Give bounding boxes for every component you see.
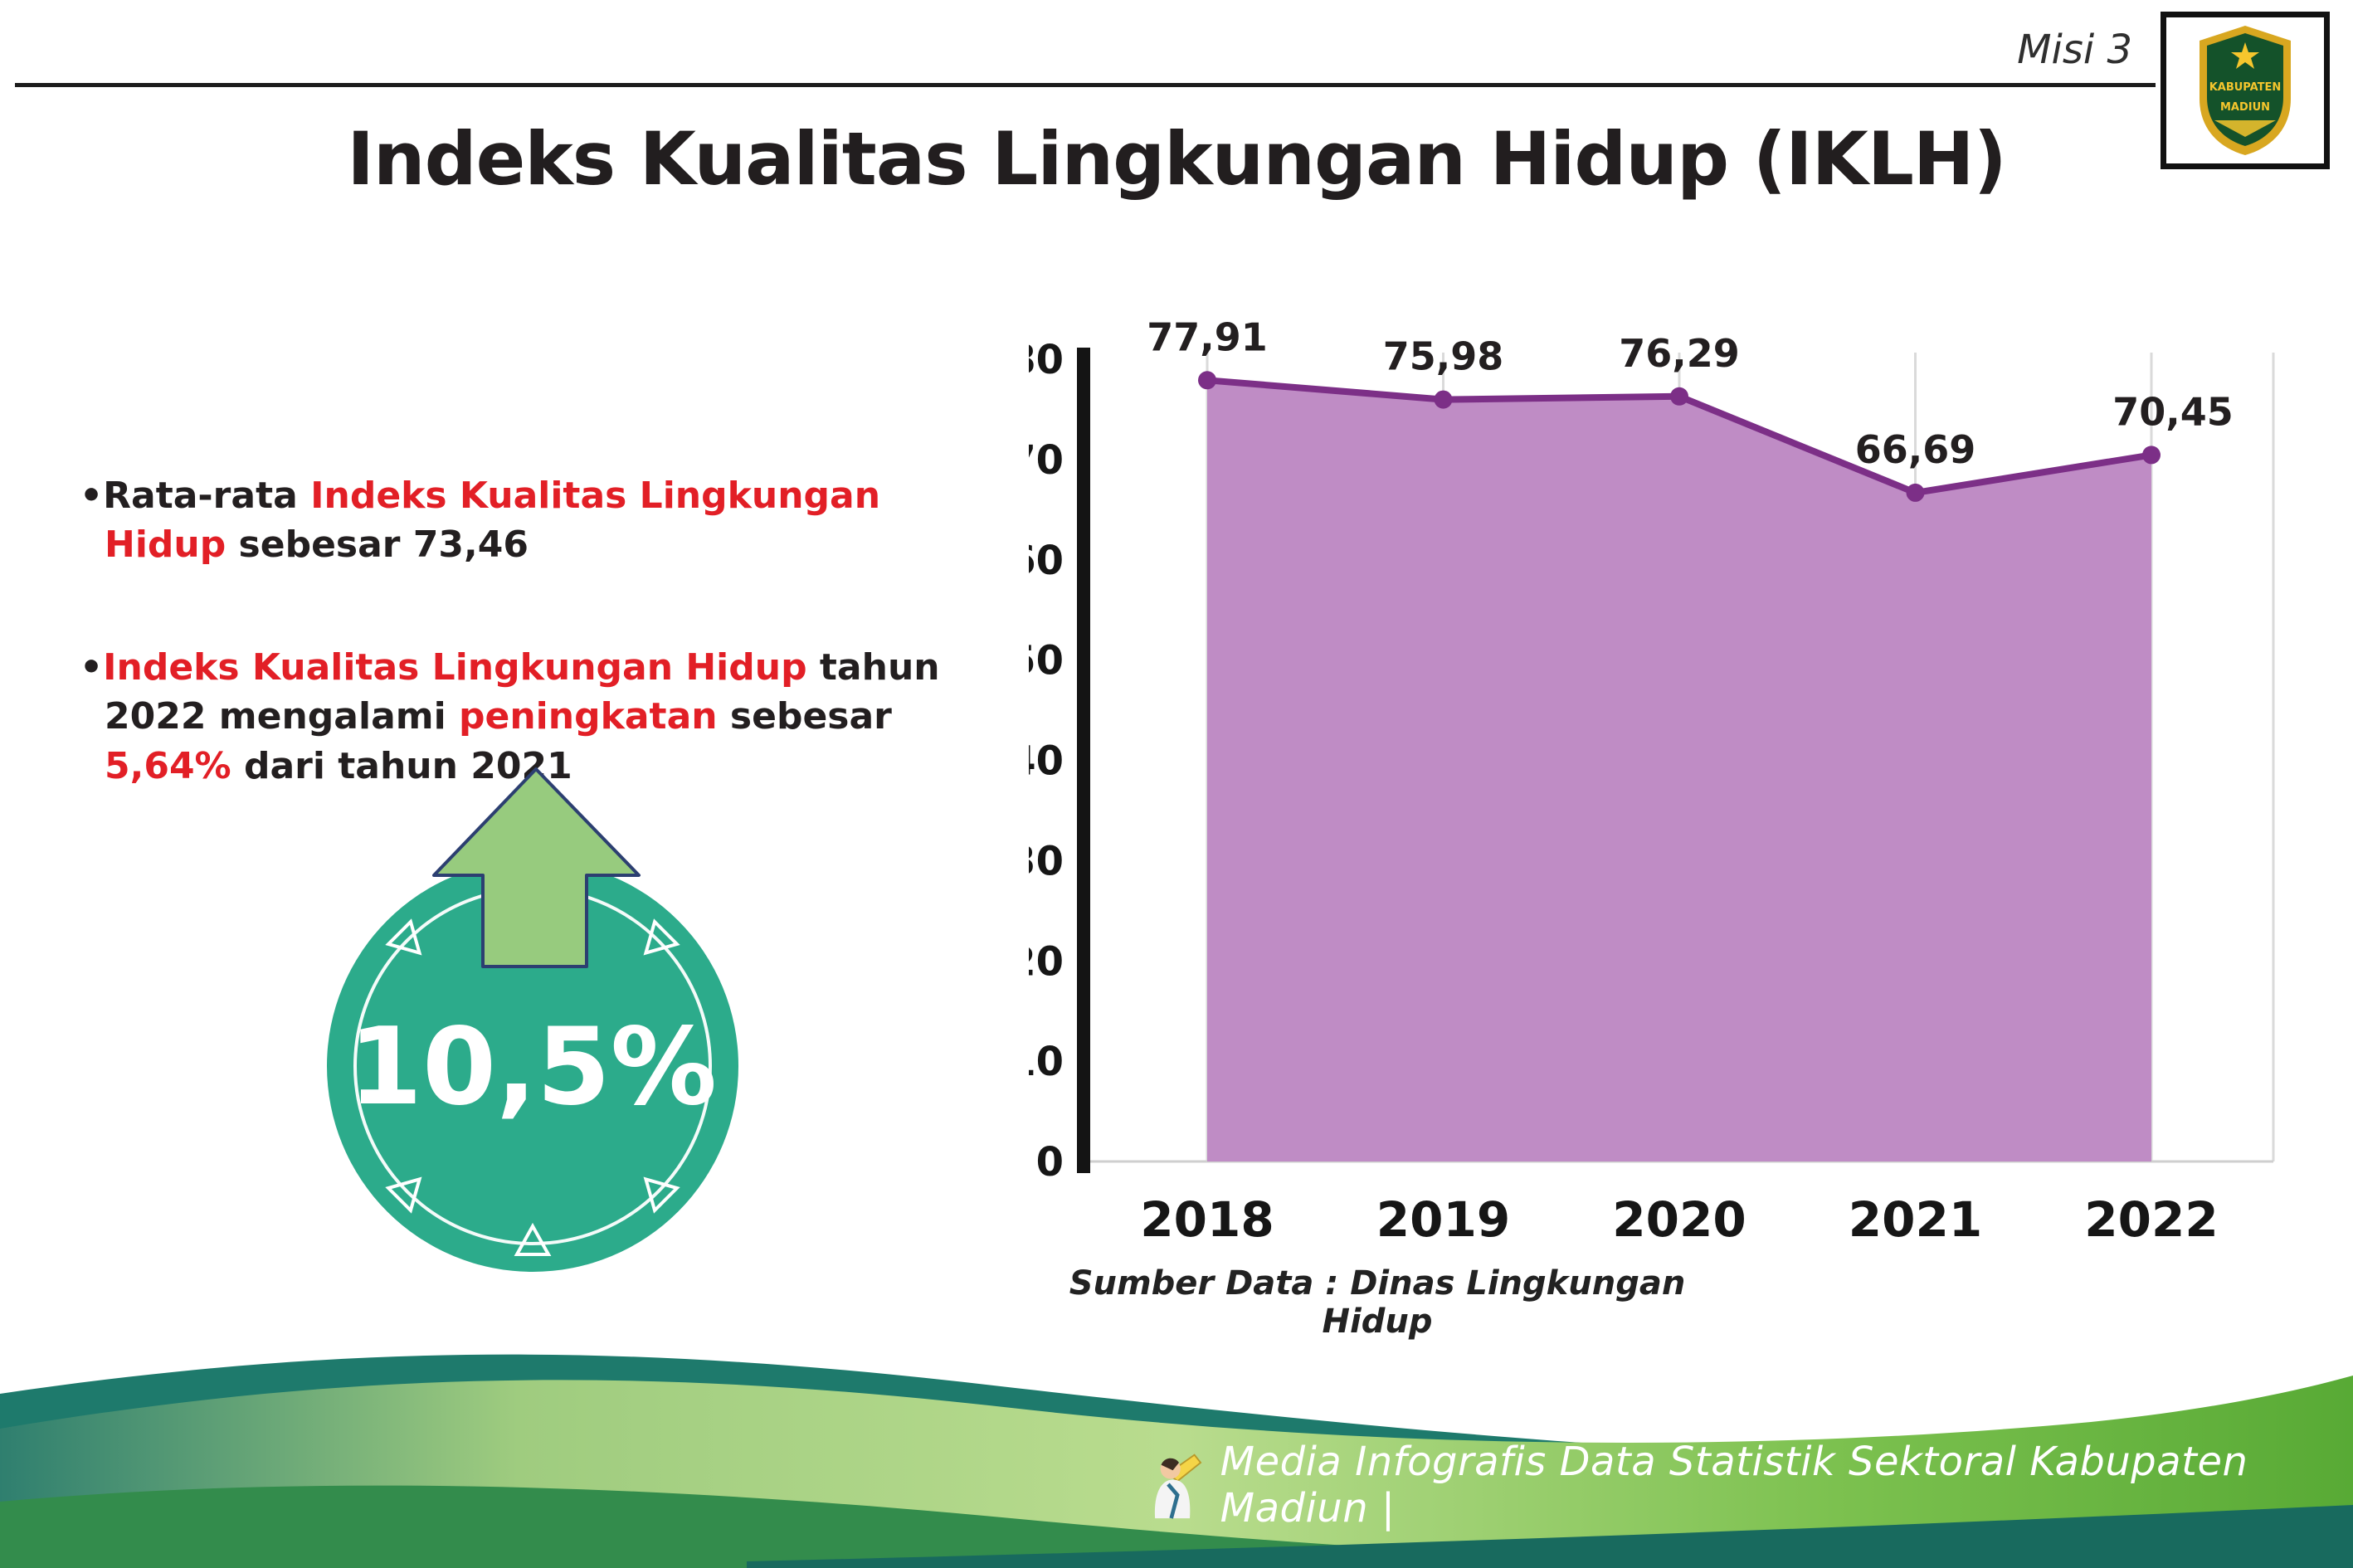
kabupaten-madiun-logo: KABUPATEN MADIUN xyxy=(2161,12,2330,169)
text-segment: 5,64% xyxy=(105,744,231,787)
bullet-average-iklh: •Rata-rata Indeks Kualitas Lingkungan Hi… xyxy=(80,471,967,570)
data-source-caption: Sumber Data : Dinas Lingkungan Hidup xyxy=(1069,1264,1686,1341)
writer-mascot-icon xyxy=(1154,1454,1202,1519)
iklh-area-chart: 0 10 20 30 40 50 60 70 80 77,91 75,98 76,29 66,69 70,… xyxy=(1029,314,2275,1248)
logo-text-top: KABUPATEN xyxy=(2209,81,2282,94)
data-point xyxy=(2142,446,2161,465)
summary-bullets: •Rata-rata Indeks Kualitas Lingkungan Hi… xyxy=(80,471,967,864)
text-segment: • xyxy=(80,645,104,689)
text-segment: tahun 2022 mengalami xyxy=(105,645,940,738)
x-axis-label: 2020 xyxy=(1612,1191,1746,1248)
data-label: 70,45 xyxy=(2112,389,2234,434)
x-axis-label: 2021 xyxy=(1849,1191,1982,1248)
area-fill xyxy=(1207,380,2151,1161)
bullet-increase-2022: •Indeks Kualitas Lingkungan Hidup tahun … xyxy=(80,643,967,791)
mission-label: Misi 3 xyxy=(2017,27,2132,73)
y-tick-label: 70 xyxy=(1029,437,1064,484)
y-tick-label: 50 xyxy=(1029,638,1064,684)
header-divider xyxy=(15,83,2156,87)
star-icon xyxy=(2231,42,2259,69)
y-tick-label: 60 xyxy=(1029,538,1064,584)
badge-ring-triangles xyxy=(385,918,680,1256)
footer-credit: Media Infografis Data Statistik Sektoral… xyxy=(1145,1439,2353,1531)
percentage-badge: 10,5% xyxy=(327,767,738,1272)
text-segment: Indeks Kualitas Lingkungan Hidup xyxy=(105,475,881,567)
y-axis xyxy=(1077,348,1090,1173)
footer-credit-text: Media Infografis Data Statistik Sektoral… xyxy=(1220,1439,2248,1531)
x-axis-label: 2022 xyxy=(2084,1191,2218,1248)
data-label: 75,98 xyxy=(1383,334,1504,379)
data-point xyxy=(1906,483,1925,502)
badge-circle xyxy=(327,860,738,1272)
data-label: 66,69 xyxy=(1855,427,1976,472)
y-tick-label: 0 xyxy=(1036,1139,1064,1186)
y-tick-label: 30 xyxy=(1029,838,1064,884)
up-arrow-icon xyxy=(432,767,641,968)
text-segment: peningkatan xyxy=(459,695,718,738)
text-segment: •Rata-rata xyxy=(80,475,311,517)
y-tick-label: 40 xyxy=(1029,738,1064,785)
data-point xyxy=(1434,390,1453,409)
x-axis-label: 2019 xyxy=(1376,1191,1510,1248)
text-segment: sebesar xyxy=(717,695,892,738)
logo-text-bottom: MADIUN xyxy=(2220,101,2270,114)
y-tick-label: 20 xyxy=(1029,938,1064,985)
text-segment: sebesar 73,46 xyxy=(226,523,529,567)
data-point xyxy=(1198,371,1216,390)
text-segment: dari tahun 2021 xyxy=(231,744,572,787)
page-title: Indeks Kualitas Lingkungan Hidup (IKLH) xyxy=(347,116,2007,202)
y-tick-label: 10 xyxy=(1029,1039,1064,1085)
y-tick-label: 80 xyxy=(1029,337,1064,383)
crest-icon: KABUPATEN MADIUN xyxy=(2200,26,2291,155)
data-label: 77,91 xyxy=(1147,314,1268,359)
badge-percentage-value: 10,5% xyxy=(348,1006,717,1129)
data-point xyxy=(1670,387,1688,406)
data-label: 76,29 xyxy=(1619,331,1740,376)
text-segment: Indeks Kualitas Lingkungan Hidup xyxy=(103,645,807,689)
x-axis-label: 2018 xyxy=(1140,1191,1274,1248)
